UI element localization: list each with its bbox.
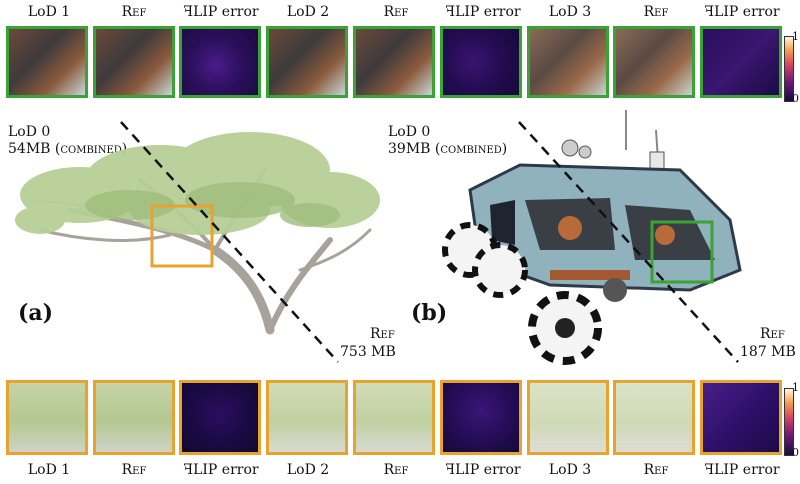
bottom-tile-flip2 <box>440 380 522 455</box>
split-line-a <box>120 121 339 363</box>
bottom-label-ref3: Ref <box>643 462 669 478</box>
top-label-lod2: LoD 2 <box>286 4 330 20</box>
panel-b-lod-label: LoD 0 <box>388 124 431 140</box>
top-label-flip1: ꟻLIP error <box>183 4 259 20</box>
panel-b-lod-size: 39MB <box>388 141 431 157</box>
bottom-tile-ref1 <box>93 380 175 455</box>
top-tile-ref2 <box>353 26 435 98</box>
top-colorbar-gradient <box>784 36 794 102</box>
bottom-tile-flip3 <box>700 380 782 455</box>
top-label-lod1: LoD 1 <box>27 4 71 20</box>
bottom-tile-ref2 <box>353 380 435 455</box>
bottom-label-flip2: ꟻLIP error <box>445 462 521 478</box>
top-tile-ref1 <box>93 26 175 98</box>
rover-inset-box <box>650 220 714 284</box>
bottom-tile-flip1 <box>179 380 261 455</box>
top-tile-lod2 <box>266 26 348 98</box>
top-tile-flip1 <box>179 26 261 98</box>
top-tile-ref3 <box>613 26 695 98</box>
bottom-label-ref1: Ref <box>121 462 147 478</box>
panel-b-lod-note: (combined) <box>434 141 508 157</box>
panel-b-letter: (b) <box>411 300 448 326</box>
rover-render <box>442 110 742 365</box>
panel-b-lod-size-line: 39MB (combined) <box>388 141 507 158</box>
top-label-ref1: Ref <box>121 4 147 20</box>
top-label-ref3: Ref <box>643 4 669 20</box>
tree-render <box>15 132 380 335</box>
bottom-tile-lod2 <box>266 380 348 455</box>
bottom-label-lod3: LoD 3 <box>548 462 592 478</box>
tree-inset-box <box>150 204 214 268</box>
top-label-flip2: ꟻLIP error <box>445 4 521 20</box>
top-tile-lod3 <box>527 26 609 98</box>
panel-a-ref-label: Ref <box>370 326 395 342</box>
bottom-tile-lod3 <box>527 380 609 455</box>
bottom-label-flip3: ꟻLIP error <box>704 462 780 478</box>
top-tile-lod1 <box>6 26 88 98</box>
bottom-label-lod1: LoD 1 <box>27 462 71 478</box>
bottom-colorbar-min: 0 <box>792 446 799 459</box>
top-tile-flip3 <box>700 26 782 98</box>
panel-a-lod-label: LoD 0 <box>8 124 51 140</box>
top-label-flip3: ꟻLIP error <box>704 4 780 20</box>
bottom-tile-lod1 <box>6 380 88 455</box>
top-label-lod3: LoD 3 <box>548 4 592 20</box>
panel-a-letter: (a) <box>18 300 54 326</box>
top-tile-flip2 <box>440 26 522 98</box>
panel-b-ref-label: Ref <box>760 326 785 342</box>
bottom-colorbar-gradient <box>784 388 794 456</box>
panel-a-lod-note: (combined) <box>54 141 128 157</box>
panel-a-lod-size: 54MB <box>8 141 51 157</box>
panel-a-lod-size-line: 54MB (combined) <box>8 141 127 158</box>
rover-wheels <box>442 222 627 365</box>
bottom-label-ref2: Ref <box>383 462 409 478</box>
split-line-b <box>518 121 739 363</box>
bottom-tile-ref3 <box>613 380 695 455</box>
panel-a-ref-size: 753 MB <box>340 344 396 360</box>
panel-b-ref-size: 187 MB <box>740 344 796 360</box>
top-colorbar-min: 0 <box>792 92 799 105</box>
bottom-colorbar-max: 1 <box>792 381 799 394</box>
top-colorbar-max: 1 <box>792 30 799 43</box>
bottom-label-lod2: LoD 2 <box>286 462 330 478</box>
top-label-ref2: Ref <box>383 4 409 20</box>
bottom-label-flip1: ꟻLIP error <box>183 462 259 478</box>
